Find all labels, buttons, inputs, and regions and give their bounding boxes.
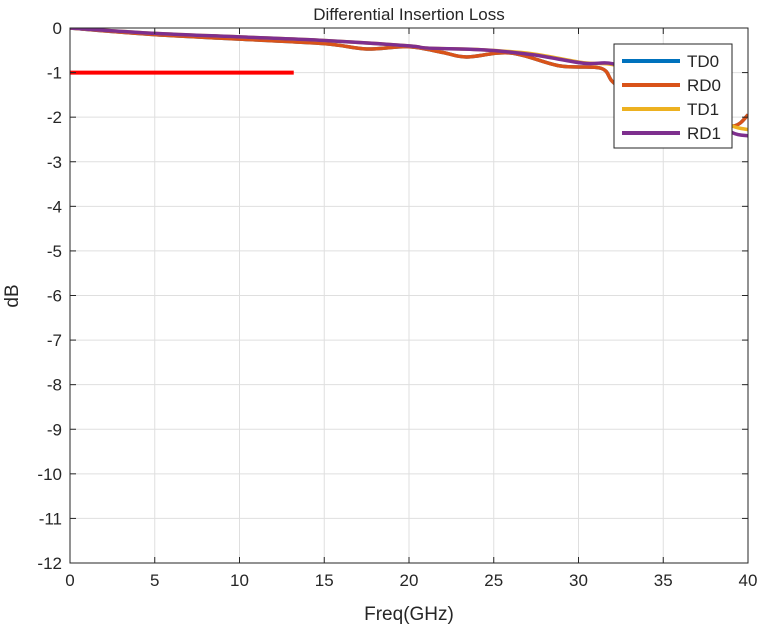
x-tick-label: 40 (739, 571, 758, 590)
ticks: 0 5 10 15 20 25 30 35 40 0 -1 -2 -3 -4 -5 -6 -7 -8 -9 -10 -1… (37, 19, 757, 590)
x-tick-label: 35 (654, 571, 673, 590)
legend-label: RD1 (687, 124, 721, 143)
y-tick-label: -4 (47, 197, 62, 216)
x-tick-label: 30 (569, 571, 588, 590)
x-tick-label: 0 (65, 571, 74, 590)
y-tick-label: -9 (47, 420, 62, 439)
legend-label: TD0 (687, 52, 719, 71)
y-tick-label: -12 (37, 554, 62, 573)
y-tick-label: 0 (53, 19, 62, 38)
y-tick-label: -11 (39, 509, 62, 528)
y-tick-label: -1 (47, 64, 62, 83)
legend: TD0 RD0 TD1 RD1 (613, 43, 733, 149)
y-tick-label: -8 (47, 376, 62, 395)
x-tick-label: 15 (315, 571, 334, 590)
x-tick-label: 20 (400, 571, 419, 590)
chart-title: Differential Insertion Loss (313, 5, 505, 24)
y-tick-label: -3 (47, 153, 62, 172)
legend-label: RD0 (687, 76, 721, 95)
x-tick-label: 10 (230, 571, 249, 590)
y-tick-label: -6 (47, 287, 62, 306)
y-tick-label: -5 (47, 242, 62, 261)
y-tick-label: -2 (47, 108, 62, 127)
y-tick-label: -10 (37, 465, 62, 484)
x-axis-label: Freq(GHz) (364, 604, 454, 625)
y-axis-label: dB (2, 284, 23, 307)
x-tick-label: 25 (484, 571, 503, 590)
legend-label: TD1 (687, 100, 719, 119)
x-tick-label: 5 (150, 571, 159, 590)
y-tick-label: -7 (47, 331, 62, 350)
